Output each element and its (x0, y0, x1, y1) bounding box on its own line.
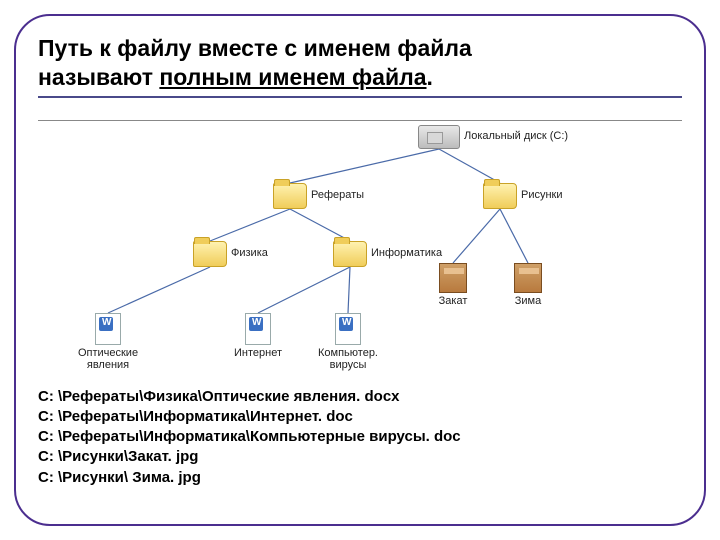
content: Путь к файлу вместе с именем файла назыв… (38, 34, 682, 506)
header-line2: называют полным именем файла. (38, 63, 682, 92)
tree-diagram: Локальный диск (C:) Рефераты Рисунки Физика… (38, 121, 682, 381)
doc-icon (245, 313, 271, 345)
tree-node-opt: Оптические явления (68, 313, 148, 371)
folder-icon (193, 241, 227, 267)
path-line: C: \Рисунки\Закат. jpg (38, 447, 682, 467)
tree-node-label: Рефераты (311, 189, 364, 201)
tree-node-zakat: Закат (413, 263, 493, 307)
hdd-icon (418, 125, 460, 149)
tree-node-label: Закат (439, 295, 468, 307)
tree-node-label: Физика (231, 247, 268, 259)
folder-icon (333, 241, 367, 267)
path-line: C: \Рефераты\Физика\Оптические явления. … (38, 387, 682, 407)
tree-node-label: Рисунки (521, 189, 563, 201)
path-line: C: \Рефераты\Информатика\Компьютерные ви… (38, 427, 682, 447)
tree-node-label: Компьютер. вирусы (308, 347, 388, 371)
header-line1: Путь к файлу вместе с именем файла (38, 34, 682, 63)
header-prefix: называют (38, 64, 159, 90)
tree-node-label: Интернет (234, 347, 282, 359)
tree-node-label: Информатика (371, 247, 442, 259)
tree-node-virus: Компьютер. вирусы (308, 313, 388, 371)
divider-top (38, 96, 682, 98)
header-underlined: полным именем файла (159, 64, 426, 90)
tree-node-net: Интернет (218, 313, 298, 359)
path-list: C: \Рефераты\Физика\Оптические явления. … (38, 387, 682, 488)
tree-node-label: Зима (515, 295, 541, 307)
path-line: C: \Рефераты\Информатика\Интернет. doc (38, 407, 682, 427)
tree-node-label: Оптические явления (68, 347, 148, 371)
folder-icon (273, 183, 307, 209)
tree-node-label: Локальный диск (C:) (464, 130, 568, 142)
path-line: C: \Рисунки\ Зима. jpg (38, 468, 682, 488)
header: Путь к файлу вместе с именем файла назыв… (38, 34, 682, 92)
tree-node-root: Локальный диск (C:) (418, 125, 568, 149)
tree-node-ris: Рисунки (483, 183, 563, 209)
doc-icon (335, 313, 361, 345)
tree-node-fiz: Физика (193, 241, 268, 267)
tree-node-zima: Зима (488, 263, 568, 307)
folder-icon (483, 183, 517, 209)
header-suffix: . (427, 64, 433, 90)
tree-node-ref: Рефераты (273, 183, 364, 209)
jpg-icon (439, 263, 467, 293)
doc-icon (95, 313, 121, 345)
jpg-icon (514, 263, 542, 293)
